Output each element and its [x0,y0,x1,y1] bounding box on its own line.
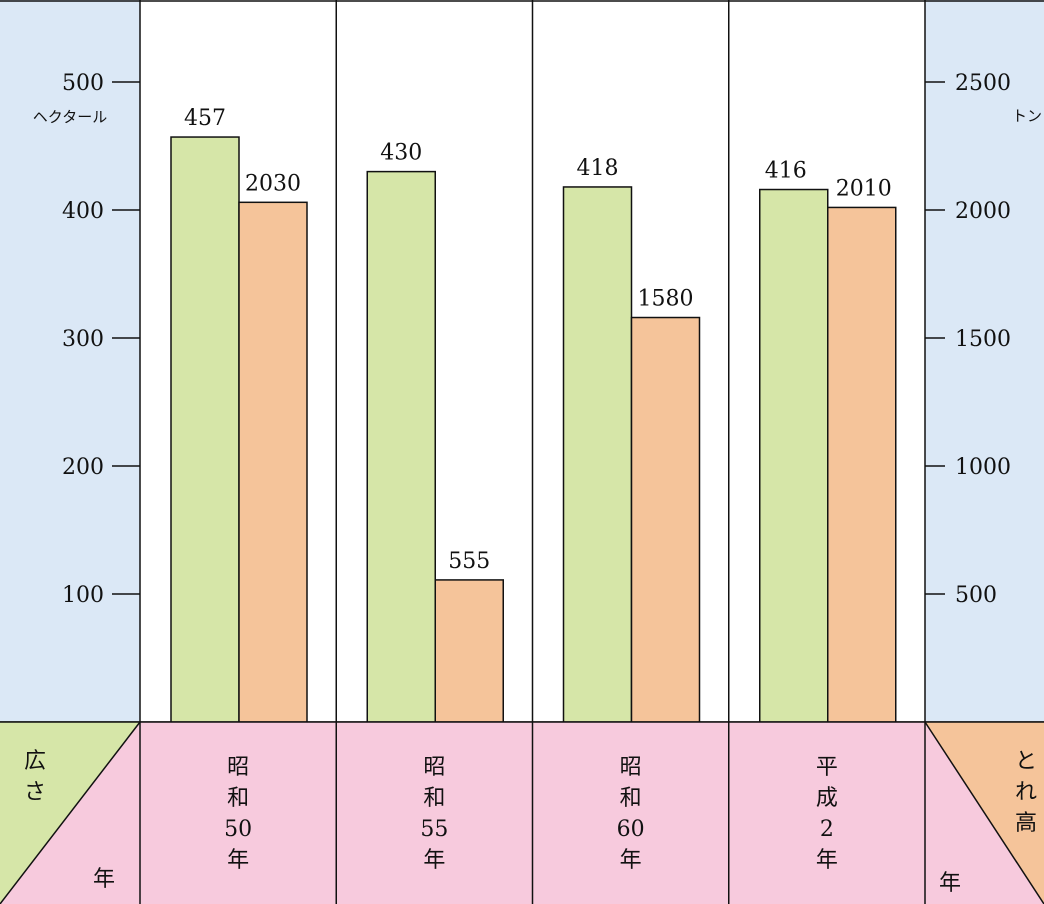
left-header-diagonal [0,721,141,904]
data-label-harvest-1: 2030 [245,171,301,196]
bar-harvest-2 [434,579,504,723]
left-header-series-label: さ [24,780,46,805]
data-label-area-1: 457 [184,106,226,131]
right-header-series-label: れ [1015,780,1037,805]
data-label-harvest-2: 555 [448,549,490,574]
right-header-year-label: 年 [939,871,961,896]
category-label-2: 55 [420,817,448,842]
left-tick-label: 500 [62,71,104,96]
category-label-4: 2 [820,817,834,842]
left-tick-label: 100 [62,583,104,608]
right-header-series-label: 高 [1015,811,1037,836]
left-tick-label: 300 [62,327,104,352]
right-axis-panel [925,0,1044,722]
data-label-area-4: 416 [765,159,807,184]
category-label-3: 60 [617,817,645,842]
bar-area-3 [562,186,633,723]
category-label-2: 昭 [423,755,445,780]
right-tick-label: 500 [955,583,997,608]
left-tick-label: 400 [62,199,104,224]
bars-group [170,136,897,723]
left-header-series-label: 広 [24,749,46,774]
left-header-year-label: 年 [93,867,115,892]
category-label-3: 和 [620,786,642,811]
category-label-2: 和 [423,786,445,811]
data-label-area-2: 430 [380,141,422,166]
category-label-1: 50 [224,817,252,842]
bar-harvest-3 [630,316,701,723]
data-label-area-3: 418 [577,156,619,181]
category-label-2: 年 [423,848,445,873]
right-tick-label: 1500 [955,327,1011,352]
category-label-1: 昭 [227,755,249,780]
category-label-1: 和 [227,786,249,811]
bar-area-2 [366,170,436,723]
right-tick-label: 2500 [955,71,1011,96]
category-label-4: 年 [816,848,838,873]
right-tick-label: 1000 [955,455,1011,480]
bar-area-1 [170,136,240,723]
category-label-3: 昭 [620,755,642,780]
left-axis-panel [0,0,140,722]
bar-area-4 [759,188,829,723]
category-label-3: 年 [620,848,642,873]
left-axis: 100 200 300 400 500 ヘクタール [33,71,140,608]
right-axis-unit: トン [1012,107,1042,125]
data-label-harvest-4: 2010 [836,176,892,201]
right-header-diagonal [924,721,1044,904]
data-label-harvest-3: 1580 [638,287,694,312]
bar-harvest-1 [238,201,308,723]
left-tick-label: 200 [62,455,104,480]
category-label-1: 年 [227,848,249,873]
left-axis-unit: ヘクタール [33,108,107,126]
category-label-4: 成 [816,786,838,811]
category-label-4: 平 [816,755,838,780]
right-tick-label: 2000 [955,199,1011,224]
data-labels-group: 457 2030 430 555 418 1580 416 2010 [184,106,892,574]
right-header-series-label: と [1015,749,1037,774]
bar-harvest-4 [827,206,897,723]
